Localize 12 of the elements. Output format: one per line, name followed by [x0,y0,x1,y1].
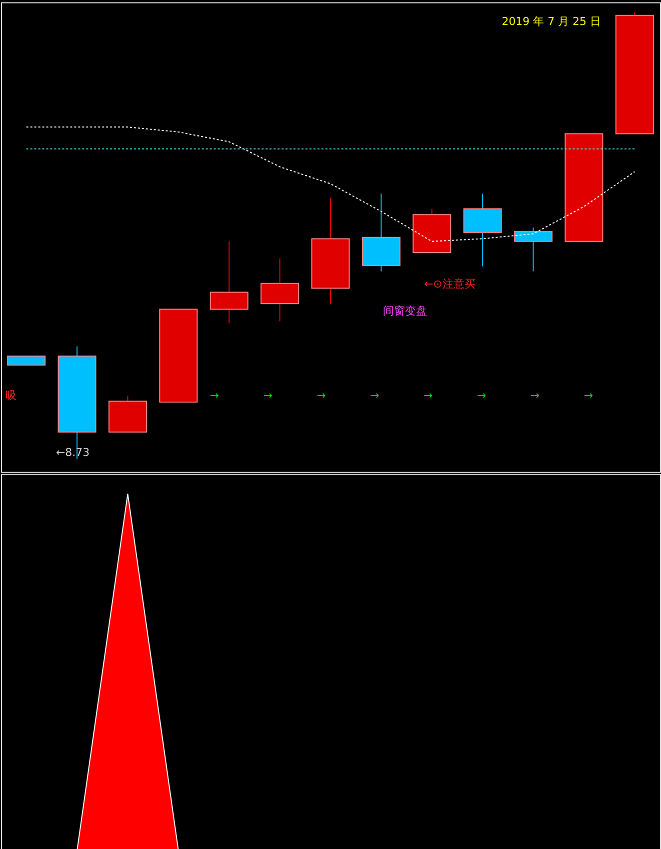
annotation: 间窗变盘 [382,304,427,318]
annotation: → [316,389,326,402]
annotation: → [263,389,272,402]
annotation: → [530,389,540,402]
annotation: 吸 [5,389,16,402]
annotation: → [424,389,433,402]
annotation: → [476,389,486,402]
annotation: → [210,389,219,402]
annotation: → [584,389,594,402]
annotation: ←⊙注意买 [424,277,476,290]
annotation: → [370,389,380,402]
annotation: 2019 年 7 月 25 日 [502,15,601,28]
